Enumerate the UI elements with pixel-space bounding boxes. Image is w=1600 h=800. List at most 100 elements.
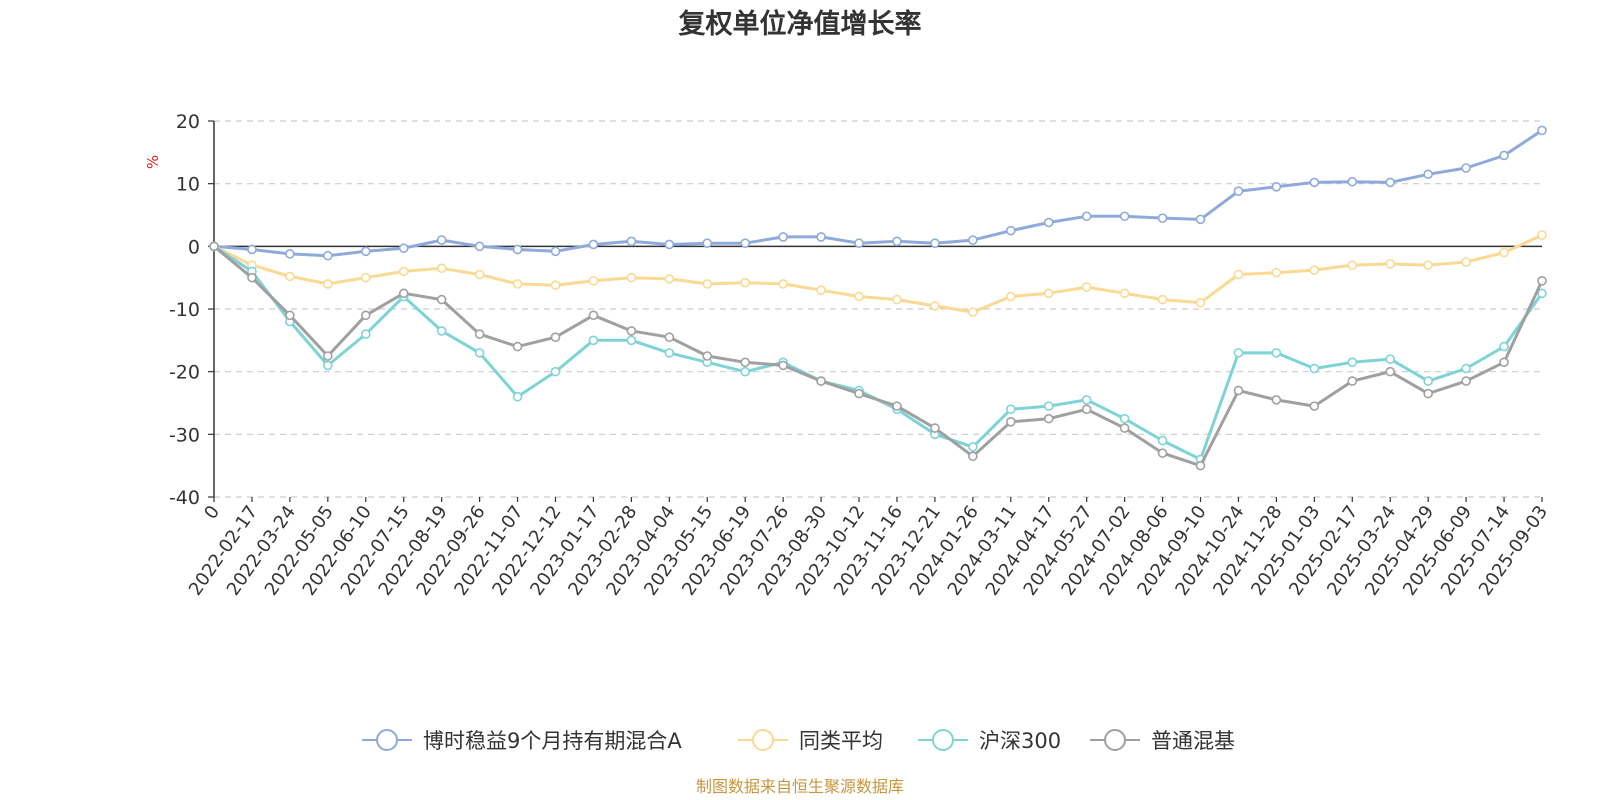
chart-title: 复权单位净值增长率 xyxy=(679,8,922,40)
data-point xyxy=(1081,282,1092,292)
legend-marker xyxy=(752,729,774,751)
data-point xyxy=(588,275,599,286)
series-0 xyxy=(209,125,1547,261)
data-point xyxy=(1271,267,1282,278)
data-point xyxy=(740,366,751,377)
data-point xyxy=(854,291,864,302)
data-point xyxy=(854,388,864,399)
source-note: 制图数据来自恒生聚源数据库 xyxy=(696,777,904,796)
data-point xyxy=(1119,211,1130,222)
data-point xyxy=(474,269,485,280)
series-line xyxy=(212,128,1544,258)
series-3 xyxy=(209,241,1547,471)
data-point xyxy=(360,272,371,283)
data-point xyxy=(474,329,485,339)
data-point xyxy=(247,244,257,255)
data-point xyxy=(1119,423,1130,433)
data-point xyxy=(1271,182,1282,192)
data-point xyxy=(1233,385,1244,396)
data-point xyxy=(512,341,523,352)
data-point xyxy=(892,236,902,247)
data-point xyxy=(209,241,219,252)
data-point xyxy=(247,272,257,283)
data-point xyxy=(1195,460,1206,471)
data-point xyxy=(1499,247,1509,258)
y-tick-label: 0 xyxy=(188,236,200,258)
data-point xyxy=(436,235,447,245)
data-point xyxy=(1043,288,1054,299)
data-point xyxy=(550,246,561,257)
series-line xyxy=(212,244,1544,468)
data-point xyxy=(1347,260,1358,270)
data-point xyxy=(1423,376,1433,386)
data-point xyxy=(1461,257,1471,267)
data-point xyxy=(1309,401,1320,411)
series-line xyxy=(212,244,1544,461)
data-point xyxy=(436,263,447,274)
grid-lines xyxy=(214,120,1542,498)
data-point xyxy=(702,238,713,248)
data-point xyxy=(930,238,940,248)
data-point xyxy=(1195,214,1206,225)
data-point xyxy=(1119,288,1130,299)
data-point xyxy=(1081,211,1092,222)
legend-marker xyxy=(376,729,398,751)
data-point xyxy=(1195,297,1206,308)
data-point xyxy=(816,285,826,296)
data-point xyxy=(968,235,978,245)
legend-item-2[interactable]: 沪深300 xyxy=(918,729,1061,753)
data-point xyxy=(436,294,447,305)
data-point xyxy=(323,279,333,289)
data-point xyxy=(702,351,713,361)
data-point xyxy=(1081,404,1092,415)
data-point xyxy=(1461,363,1471,374)
series-1 xyxy=(209,230,1547,317)
series-lines xyxy=(209,125,1547,471)
data-point xyxy=(474,241,485,252)
data-point xyxy=(1347,376,1358,386)
data-point xyxy=(1043,413,1054,424)
data-point xyxy=(664,274,675,284)
data-point xyxy=(1157,294,1168,305)
data-point xyxy=(474,348,485,358)
data-point xyxy=(1043,217,1054,228)
legend[interactable]: 博时稳益9个月持有期混合A 同类平均 沪深300 普通混基 xyxy=(362,729,1235,753)
legend-item-3[interactable]: 普通混基 xyxy=(1090,729,1235,753)
data-point xyxy=(1005,416,1016,427)
y-tick-labels: 20 10 0 -10 -20 -30 -40 xyxy=(169,111,200,509)
data-point xyxy=(664,348,675,358)
data-point xyxy=(1233,269,1244,280)
legend-marker xyxy=(1104,729,1126,751)
data-point xyxy=(512,391,523,402)
data-point xyxy=(1537,125,1547,136)
legend-item-1[interactable]: 同类平均 xyxy=(738,729,883,753)
data-point xyxy=(1309,265,1320,275)
legend-label: 普通混基 xyxy=(1151,729,1235,753)
data-point xyxy=(398,288,409,299)
data-point xyxy=(1537,275,1547,286)
data-point xyxy=(1081,395,1092,405)
series-line xyxy=(212,233,1544,314)
data-point xyxy=(1537,288,1547,299)
legend-marker xyxy=(932,729,954,751)
y-tick-label: 10 xyxy=(176,174,200,196)
series-2 xyxy=(209,241,1547,465)
data-point xyxy=(626,272,637,283)
data-point xyxy=(550,280,561,290)
x-tick-labels: 02022-02-172022-03-242022-05-052022-06-1… xyxy=(185,502,1552,600)
data-point xyxy=(626,326,637,336)
data-point xyxy=(740,357,751,368)
legend-label: 博时稳益9个月持有期混合A xyxy=(423,729,682,753)
data-point xyxy=(588,239,599,250)
data-point xyxy=(1461,163,1471,173)
data-point xyxy=(968,451,978,462)
data-point xyxy=(892,294,902,305)
axes xyxy=(208,120,1543,502)
data-point xyxy=(550,366,561,377)
data-point xyxy=(1157,435,1168,446)
data-point xyxy=(968,442,978,452)
data-point xyxy=(626,236,637,247)
data-point xyxy=(854,238,864,248)
legend-item-0[interactable]: 博时稳益9个月持有期混合A xyxy=(362,729,682,753)
